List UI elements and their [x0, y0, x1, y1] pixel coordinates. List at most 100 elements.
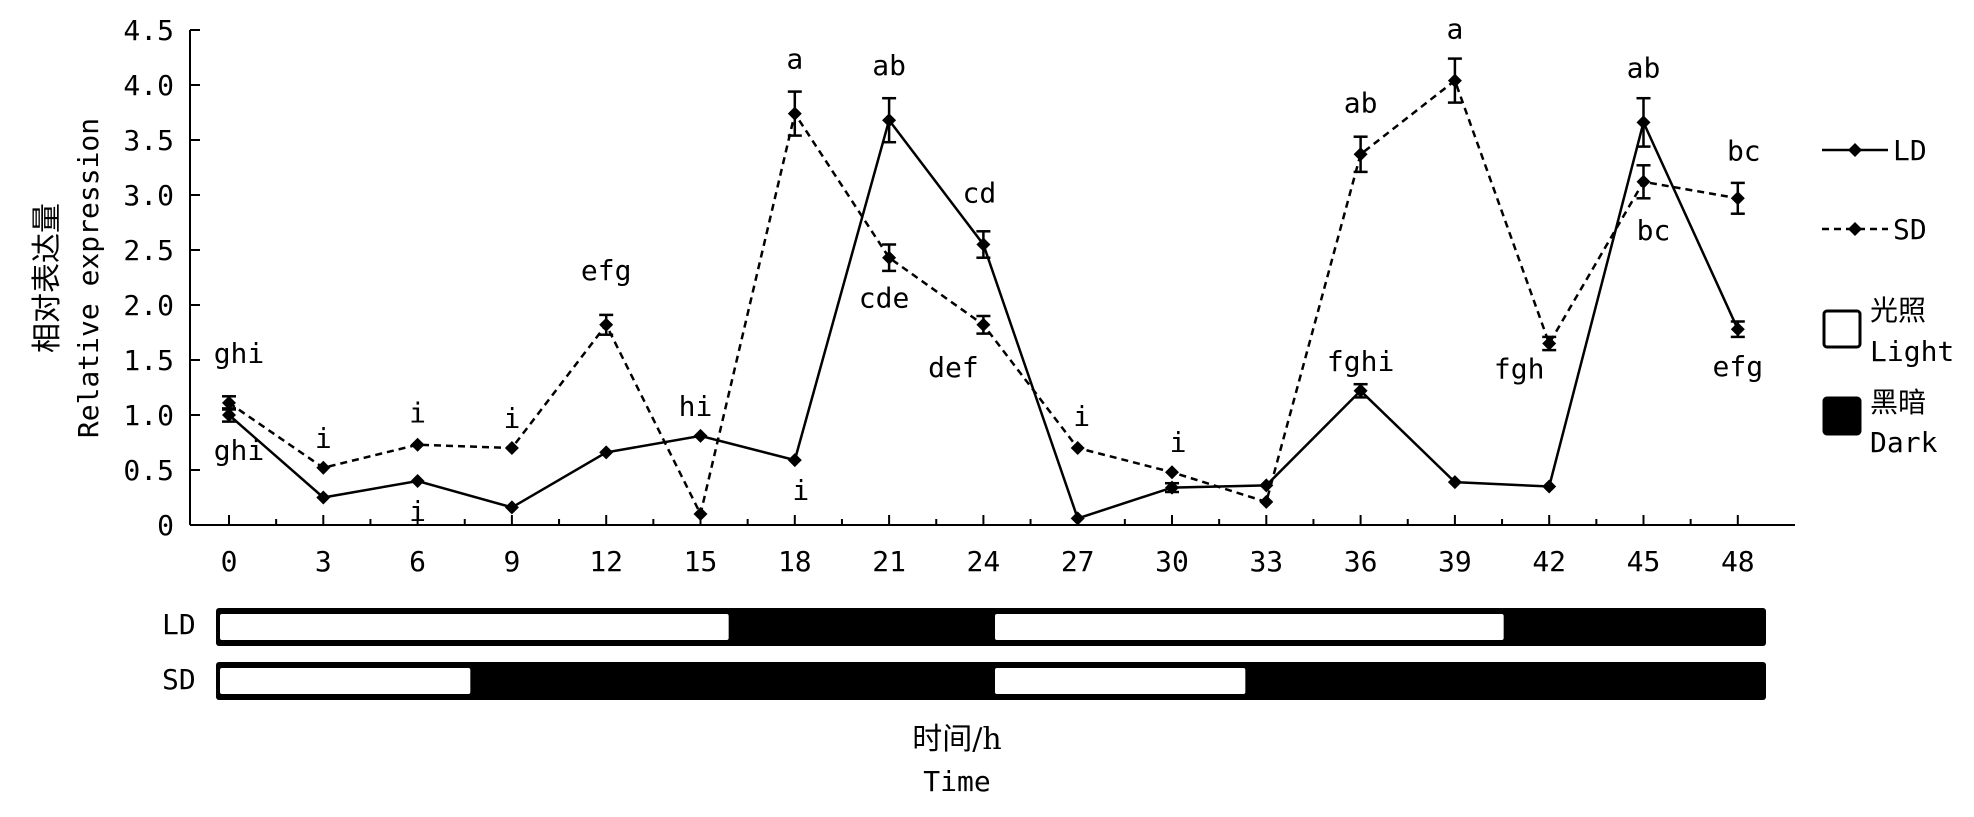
significance-label: fghi — [1327, 345, 1394, 378]
sd-line — [228, 78, 1739, 518]
y-tick-label: 2.0 — [123, 289, 174, 322]
ld-point — [1070, 511, 1085, 526]
significance-label: cd — [963, 177, 997, 210]
x-tick-label: 18 — [778, 545, 812, 578]
ld-point — [1730, 322, 1745, 337]
significance-label: a — [786, 43, 803, 76]
x-axis-title-en: Time — [923, 765, 990, 798]
photoperiod-sd-label: SD — [162, 663, 196, 696]
significance-label: i — [409, 495, 426, 528]
photoperiod-ld-light-period — [995, 614, 1504, 640]
significance-label: cde — [859, 282, 910, 315]
significance-label: fgh — [1494, 353, 1545, 386]
sd-point — [316, 460, 331, 475]
photoperiod-sd-dark-bar — [216, 662, 1766, 700]
significance-label: efg — [581, 254, 632, 287]
ld-point — [410, 474, 425, 488]
ld-point — [787, 453, 802, 468]
legend-light-en: Light — [1870, 335, 1954, 368]
sd-point — [1730, 191, 1745, 206]
significance-label: efg — [1713, 350, 1764, 383]
x-tick-label: 30 — [1155, 545, 1189, 578]
sd-point — [1165, 465, 1179, 480]
legend-light-cn: 光照 — [1870, 294, 1926, 327]
x-tick-label: 42 — [1532, 545, 1566, 578]
significance-label: i — [1170, 426, 1187, 459]
significance-label: i — [409, 397, 426, 430]
x-tick-label: 12 — [589, 545, 623, 578]
sd-point — [599, 317, 614, 332]
sd-point — [693, 507, 708, 521]
y-tick-label: 3.5 — [123, 124, 174, 157]
y-ticks: 0 0.5 1.0 1.5 2.0 2.5 3.0 3.5 4.0 4.5 — [123, 14, 200, 542]
sd-point — [1636, 174, 1651, 189]
ld-point — [504, 500, 519, 515]
ld-point — [1636, 115, 1651, 130]
sd-point — [1353, 147, 1368, 162]
legend-dark-cn: 黑暗 — [1870, 386, 1926, 419]
photoperiod-ld-label: LD — [162, 608, 196, 641]
significance-label: bc — [1637, 214, 1671, 247]
plot-axes: 00.51.01.52.02.53.03.54.04.5 0 3 6 9 12 15 18 2… — [123, 14, 1795, 578]
legend-ld-marker — [1848, 143, 1862, 157]
x-tick-label: 36 — [1344, 545, 1378, 578]
y-tick-label: 2.5 — [123, 234, 174, 267]
x-tick-label: 3 — [315, 545, 332, 578]
photoperiod-sd-light-period — [220, 668, 471, 694]
legend-sd-marker — [1848, 222, 1862, 236]
significance-label: ab — [872, 49, 906, 82]
sd-point — [1542, 336, 1557, 351]
sd-point — [410, 437, 425, 452]
y-tick-label: 0 — [157, 509, 174, 542]
ld-point — [316, 490, 331, 505]
ld-point — [1353, 383, 1368, 398]
y-axis-title-cn: 相对表达量 — [30, 203, 65, 353]
ld-point — [599, 445, 614, 460]
photoperiod-bars: LD SD — [162, 608, 1766, 700]
y-tick-label: 1.5 — [123, 344, 174, 377]
ld-point — [693, 428, 708, 443]
significance-label: ab — [1344, 86, 1378, 119]
x-tick-label: 21 — [872, 545, 906, 578]
x-tick-label: 0 — [221, 545, 238, 578]
photoperiod-sd-light-period — [995, 668, 1246, 694]
x-tick-label: 6 — [409, 545, 426, 578]
sd-point — [222, 395, 236, 410]
legend-dark-swatch — [1822, 396, 1862, 436]
legend-sd-label: SD — [1893, 213, 1927, 246]
x-tick-label: 9 — [503, 545, 520, 578]
significance-label: ghi — [214, 434, 265, 467]
legend-dark-en: Dark — [1870, 426, 1938, 459]
significance-label: def — [928, 351, 979, 384]
y-tick-label: 4.5 — [123, 14, 174, 47]
y-tick-label: 4.0 — [123, 69, 174, 102]
ld-point — [976, 237, 991, 252]
sd-point — [1070, 441, 1085, 455]
y-axis-title-en: Relative expression — [72, 118, 105, 438]
significance-label: bc — [1727, 134, 1761, 167]
y-tick-label: 0.5 — [123, 454, 174, 487]
legend-ld-label: LD — [1893, 134, 1927, 167]
significance-label: i — [503, 402, 520, 435]
x-tick-label: 33 — [1249, 545, 1283, 578]
series-layer — [222, 57, 1745, 526]
significance-label: hi — [679, 390, 713, 423]
sd-point — [882, 250, 897, 265]
ld-point — [1447, 475, 1462, 490]
photoperiod-ld-light-period — [220, 614, 729, 640]
y-tick-label: 3.0 — [123, 179, 174, 212]
ld-point — [882, 113, 897, 128]
x-tick-label: 48 — [1721, 545, 1755, 578]
x-tick-label: 15 — [684, 545, 718, 578]
x-ticks: 0 3 6 9 12 15 18 21 24 27 30 33 36 39 42 45 48 — [221, 515, 1755, 578]
ld-point — [1259, 478, 1274, 493]
x-tick-label: 24 — [967, 545, 1001, 578]
sd-point — [787, 106, 802, 121]
ld-point — [1542, 479, 1557, 494]
x-axis-title-cn: 时间/h — [912, 722, 1001, 757]
significance-label: a — [1446, 13, 1463, 46]
sd-point — [504, 441, 519, 455]
significance-label: ghi — [214, 337, 265, 370]
ld-point — [1165, 480, 1179, 495]
